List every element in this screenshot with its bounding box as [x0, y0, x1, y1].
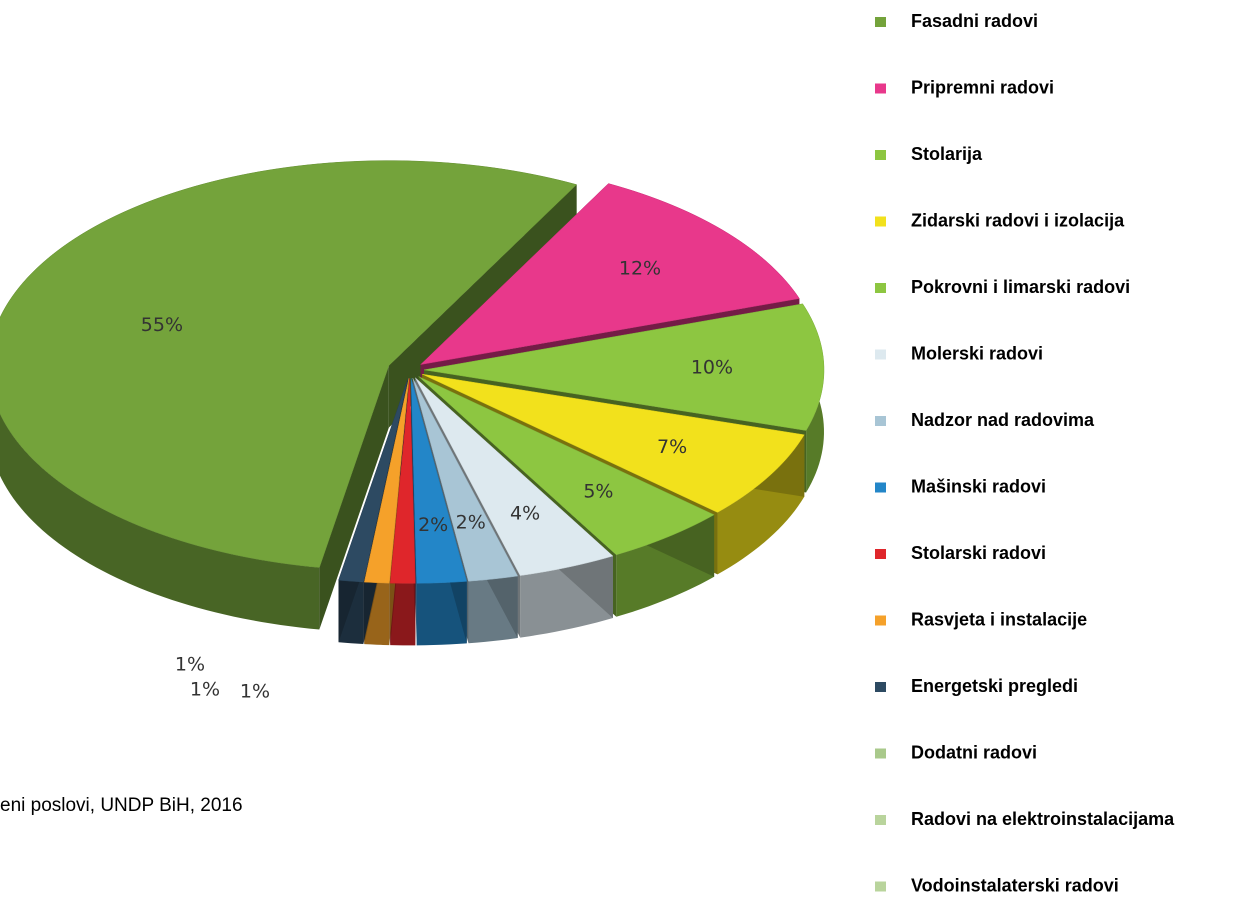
legend-label: Zidarski radovi i izolacija — [911, 210, 1125, 230]
slice-label: 2% — [456, 511, 486, 533]
legend-swatch — [875, 815, 886, 825]
legend-swatch — [875, 881, 886, 892]
slice — [410, 378, 468, 584]
legend-label: Energetski pregledi — [911, 676, 1078, 696]
slice-label: 4% — [510, 503, 540, 525]
slice — [0, 160, 578, 568]
slice-label: 10% — [691, 356, 733, 378]
slice-label: 1% — [175, 654, 205, 676]
slice — [389, 378, 416, 584]
legend: Fasadni radovi Pripremni radovi Stolarija Z… — [875, 11, 1175, 895]
legend-swatch — [875, 283, 886, 293]
slice — [419, 183, 800, 365]
legend-swatch — [875, 682, 886, 692]
slice-label: 7% — [657, 436, 687, 458]
legend-swatch — [875, 482, 886, 493]
legend-label: Stolarija — [911, 144, 983, 164]
slice — [338, 378, 409, 583]
slice-label: 5% — [583, 480, 613, 502]
legend-label: Molerski radovi — [911, 343, 1043, 363]
slice-label: 1% — [240, 681, 270, 703]
legend-swatch — [875, 150, 886, 160]
legend-label: Fasadni radovi — [911, 11, 1038, 31]
legend-swatch — [875, 216, 886, 227]
slice-cut — [319, 365, 389, 630]
legend-swatch — [875, 748, 886, 759]
legend-swatch — [875, 615, 886, 626]
legend-swatch — [875, 416, 886, 426]
slice — [363, 378, 410, 584]
slice-label: 2% — [418, 514, 448, 536]
legend-swatch — [875, 349, 886, 360]
slice — [422, 373, 805, 513]
slice — [423, 303, 825, 431]
slice — [412, 378, 519, 582]
legend-label: Mašinski radovi — [911, 476, 1046, 496]
slice-labels: 55% 12% 10% 7% 5% 4% 2% 2% 1% 1% 1% — [141, 257, 733, 702]
legend-label: Nadzor nad radovima — [911, 410, 1095, 430]
legend-label: Dodatni radovi — [911, 742, 1037, 762]
slice-label: 55% — [141, 314, 183, 336]
source-note: eni poslovi, UNDP BiH, 2016 — [0, 795, 243, 816]
legend-label: Radovi na elektroinstalacijama — [911, 809, 1175, 829]
legend-swatch — [875, 83, 886, 94]
slice — [418, 376, 715, 556]
slice-label: 12% — [619, 257, 661, 279]
legend-swatch — [875, 549, 886, 559]
slice — [415, 377, 614, 576]
slice-tops — [0, 160, 825, 584]
legend-label: Pripremni radovi — [911, 77, 1054, 97]
legend-label: Vodoinstalaterski radovi — [911, 875, 1119, 895]
slice-label: 1% — [190, 679, 220, 701]
legend-label: Rasvjeta i instalacije — [911, 609, 1087, 629]
legend-label: Pokrovni i limarski radovi — [911, 277, 1130, 297]
slice-side — [390, 583, 416, 646]
legend-swatch — [875, 17, 886, 27]
legend-label: Stolarski radovi — [911, 543, 1046, 563]
